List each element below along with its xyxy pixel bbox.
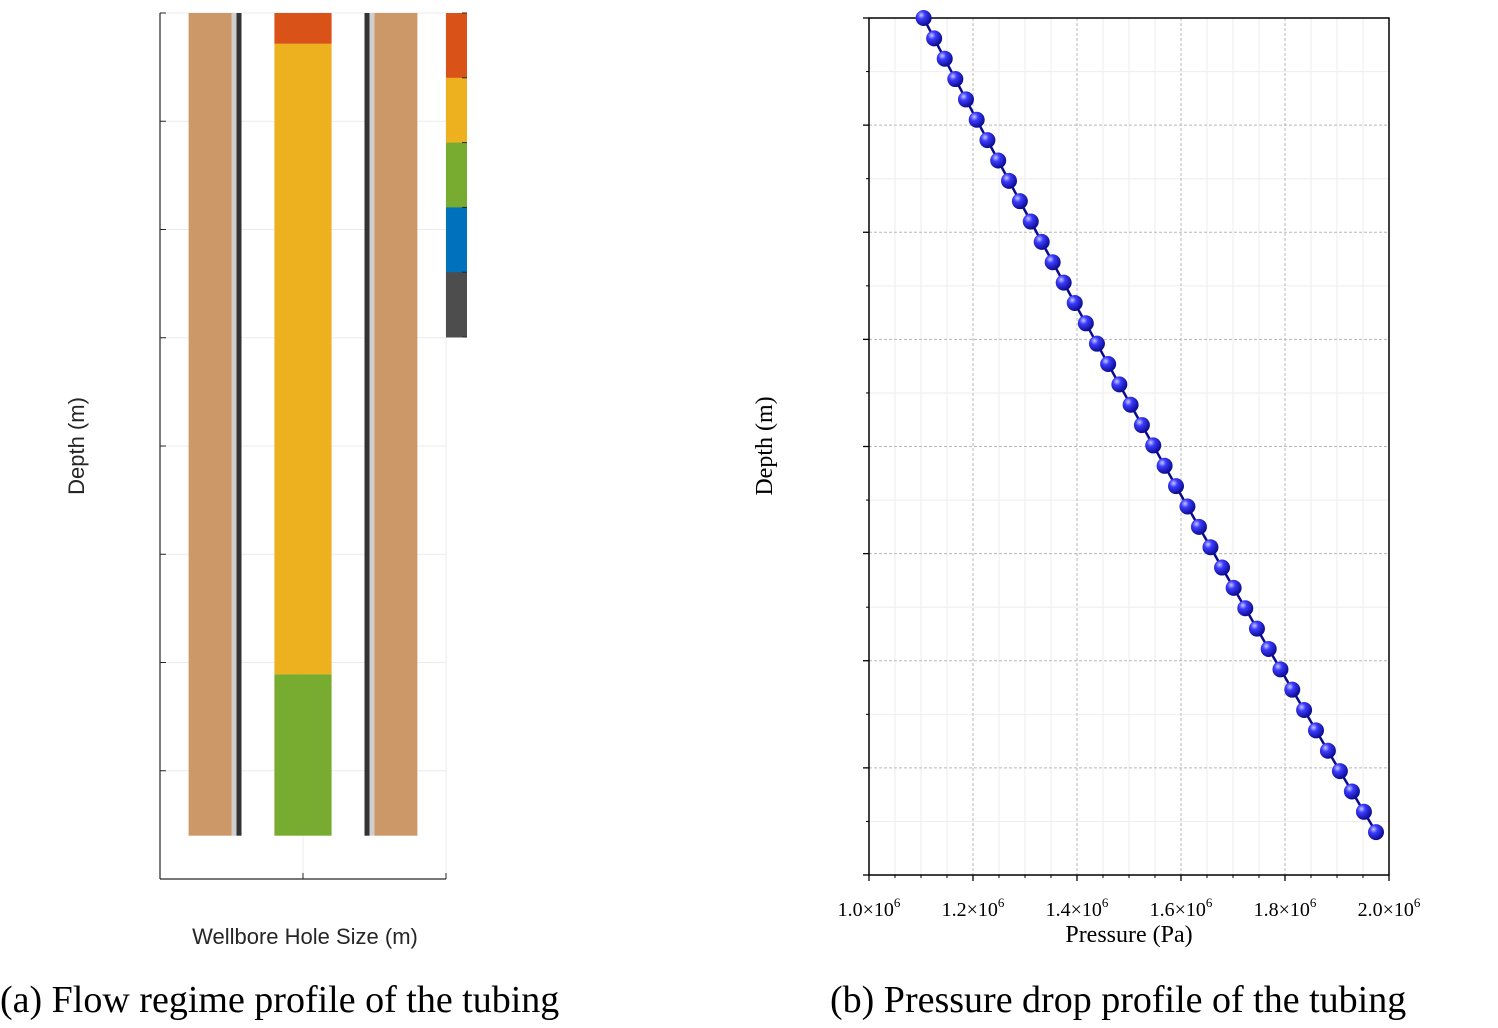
colorbar-segment-0 (446, 13, 467, 79)
pressure-marker-9 (1011, 193, 1028, 210)
pressure-drop-chart: 1.0×106 1.2×106 1.4×106 1.6×106 1.8×106 2.0×1… (752, 10, 1421, 948)
pressure-marker-13 (1055, 274, 1072, 291)
pressure-marker-18 (1111, 376, 1128, 393)
pressure-marker-31 (1260, 640, 1277, 657)
cement-band-0 (231, 13, 237, 836)
pressure-marker-25 (1190, 518, 1207, 535)
pressure-marker-12 (1044, 254, 1061, 271)
pressure-marker-11 (1033, 233, 1050, 250)
pressure-marker-10 (1022, 213, 1039, 230)
b-x-tick-label-4: 1.8×106 (1254, 895, 1317, 921)
colorbar-segment-3 (446, 207, 467, 273)
flow-regime-axes (159, 12, 447, 880)
caption-a: (a) Flow regime profile of the tubing (0, 979, 560, 1021)
flow-regime-colorbar (446, 12, 467, 338)
pressure-marker-0 (915, 10, 932, 26)
pressure-marker-33 (1284, 681, 1301, 698)
pressure-marker-34 (1296, 702, 1313, 719)
regime-segment-2 (274, 674, 332, 836)
pressure-marker-32 (1272, 661, 1289, 678)
wellbore-bands (188, 13, 418, 836)
pressure-marker-30 (1248, 620, 1265, 637)
pressure-axes: 1.0×106 1.2×106 1.4×106 1.6×106 1.8×106 2.0×1… (838, 17, 1421, 921)
pressure-marker-29 (1237, 600, 1254, 617)
formation-band-1 (374, 13, 418, 836)
cement-band-1 (369, 13, 375, 836)
pressure-marker-35 (1307, 722, 1324, 739)
pressure-marker-20 (1133, 417, 1150, 434)
pressure-marker-22 (1156, 457, 1173, 474)
caption-b: (b) Pressure drop profile of the tubing (830, 979, 1407, 1021)
pressure-marker-1 (926, 30, 943, 47)
pressure-marker-6 (979, 132, 996, 149)
flow-regime-y-axis-label: Depth (m) (64, 397, 89, 495)
pressure-gridlines (869, 18, 1389, 875)
pressure-marker-7 (990, 152, 1007, 169)
casing-band-0 (236, 13, 242, 836)
b-x-tick-label-5: 2.0×106 (1358, 895, 1421, 921)
pressure-marker-24 (1179, 498, 1196, 515)
colorbar-segment-1 (446, 77, 467, 144)
pressure-marker-40 (1368, 824, 1384, 841)
b-x-tick-label-3: 1.6×106 (1150, 895, 1213, 921)
pressure-marker-36 (1319, 742, 1336, 759)
pressure-marker-2 (936, 50, 953, 67)
pressure-marker-39 (1355, 803, 1372, 820)
pressure-marker-23 (1167, 478, 1184, 495)
regime-segment-1 (274, 43, 332, 675)
pressure-marker-28 (1225, 579, 1242, 596)
colorbar-segment-2 (446, 142, 467, 208)
pressure-y-axis-label: Depth (m) (752, 396, 778, 495)
pressure-series (915, 10, 1384, 841)
pressure-x-axis-label: Pressure (Pa) (1065, 922, 1192, 948)
pressure-marker-21 (1145, 437, 1162, 454)
pressure-marker-17 (1100, 356, 1117, 373)
formation-band-0 (188, 13, 232, 836)
pressure-marker-4 (957, 91, 974, 108)
flow-regime-x-axis-label: Wellbore Hole Size (m) (192, 924, 418, 949)
b-x-tick-label-0: 1.0×106 (838, 895, 901, 921)
pressure-marker-5 (968, 111, 985, 128)
pressure-marker-37 (1331, 763, 1348, 780)
pressure-marker-38 (1343, 783, 1360, 800)
pressure-marker-3 (947, 71, 964, 88)
b-x-tick-label-2: 1.4×106 (1046, 895, 1109, 921)
pressure-marker-27 (1214, 559, 1231, 576)
casing-band-1 (364, 13, 370, 836)
pressure-marker-19 (1122, 396, 1139, 413)
pressure-marker-15 (1077, 315, 1094, 332)
pressure-marker-14 (1066, 294, 1083, 311)
colorbar-segment-4 (446, 272, 467, 338)
pressure-marker-26 (1202, 539, 1219, 556)
b-x-tick-label-1: 1.2×106 (942, 895, 1005, 921)
flow-regime-chart: Wellbore Hole Size (m) Depth (m) (64, 12, 467, 949)
regime-segment-0 (274, 13, 332, 44)
pressure-marker-16 (1088, 335, 1105, 352)
pressure-marker-8 (1001, 172, 1018, 189)
